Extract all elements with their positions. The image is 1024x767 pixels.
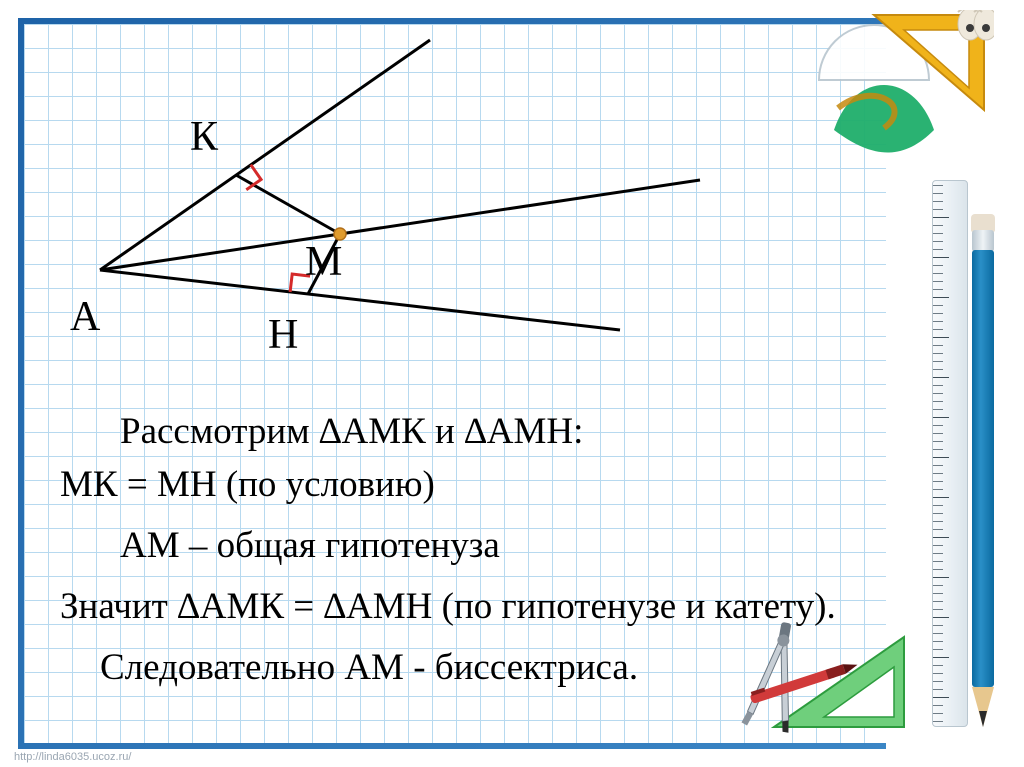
proof-line-1: Рассмотрим ∆АМК и ∆АМН:: [60, 410, 880, 453]
geometry-diagram: К М А Н: [40, 30, 740, 370]
label-A: А: [70, 294, 101, 340]
deco-top-right-icon: [814, 10, 994, 160]
slide: К М А Н Рассмотрим ∆АМК и ∆АМН: МК = МН …: [0, 0, 1024, 767]
label-M: М: [305, 239, 342, 285]
ruler-icon: [932, 180, 968, 727]
deco-bottom-tools-icon: [734, 617, 914, 737]
proof-line-2: МК = МН (по условию): [60, 463, 880, 506]
pencil-icon: [972, 190, 994, 727]
label-K: К: [190, 114, 219, 160]
footer-url: http://linda6035.ucoz.ru/: [14, 751, 131, 763]
proof-line-3: АМ – общая гипотенуза: [60, 524, 880, 567]
label-H: Н: [268, 312, 298, 358]
